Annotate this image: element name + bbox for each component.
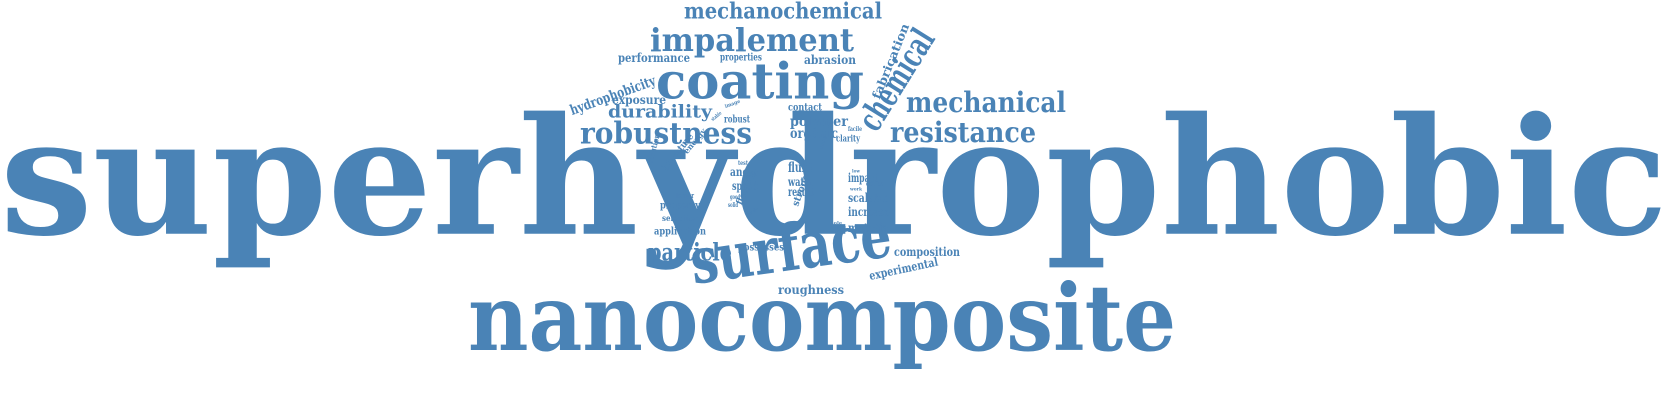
word-selection: selection bbox=[662, 213, 698, 223]
word-pole: pole bbox=[836, 223, 846, 230]
word-resistance: resistance bbox=[890, 115, 1036, 149]
word-robustness: robustness bbox=[580, 115, 752, 151]
word-contact: contact bbox=[788, 101, 822, 113]
word-application: application bbox=[654, 225, 706, 237]
word-abrasion: abrasion bbox=[804, 52, 856, 68]
word-durability: durability bbox=[608, 100, 712, 122]
word-clarity: clarity bbox=[836, 133, 860, 144]
word-exposure: exposure bbox=[612, 92, 666, 108]
word-low: low bbox=[852, 167, 860, 174]
word-angle: angle bbox=[730, 164, 758, 180]
word-increase: increase bbox=[848, 204, 890, 220]
word-water: water bbox=[788, 174, 814, 190]
word-speed: speed bbox=[732, 178, 758, 194]
word-mechanical: mechanical bbox=[906, 85, 1066, 119]
word-robust: robust bbox=[724, 113, 750, 125]
word-performance: performance bbox=[618, 50, 690, 66]
word-property: property bbox=[660, 199, 700, 211]
word-nanocomposite: nanocomposite bbox=[468, 263, 1176, 373]
word-impact: impact bbox=[848, 170, 878, 186]
word-fluid: fluid bbox=[788, 158, 812, 176]
word-mechanochemical: mechanochemical bbox=[684, 0, 882, 24]
word-coating: coating bbox=[656, 51, 864, 111]
word-material: material bbox=[848, 220, 892, 236]
word-superhydrophobic: superhydrophobic bbox=[0, 81, 1668, 273]
word-composition: composition bbox=[894, 244, 960, 260]
word-polymer: polymer bbox=[790, 112, 848, 130]
word-hole: hole bbox=[830, 219, 842, 226]
word-properties: properties bbox=[720, 51, 762, 63]
word-test: test bbox=[738, 159, 748, 167]
word-possesses: possesses bbox=[738, 241, 784, 253]
word-facile: facile bbox=[848, 125, 862, 133]
word-scalable: scalable bbox=[848, 190, 890, 206]
word-roughness: roughness bbox=[778, 282, 844, 298]
word-good: good bbox=[730, 193, 740, 201]
word-result: result bbox=[788, 184, 814, 200]
word-particle: particle bbox=[648, 237, 732, 267]
word-work: work bbox=[850, 185, 862, 192]
word-optical: optical bbox=[866, 179, 886, 188]
word-organic: organic bbox=[790, 124, 838, 142]
word-solid: solid bbox=[728, 201, 738, 209]
word-larger: larger bbox=[676, 191, 694, 200]
word-impalement: impalement bbox=[650, 21, 854, 59]
